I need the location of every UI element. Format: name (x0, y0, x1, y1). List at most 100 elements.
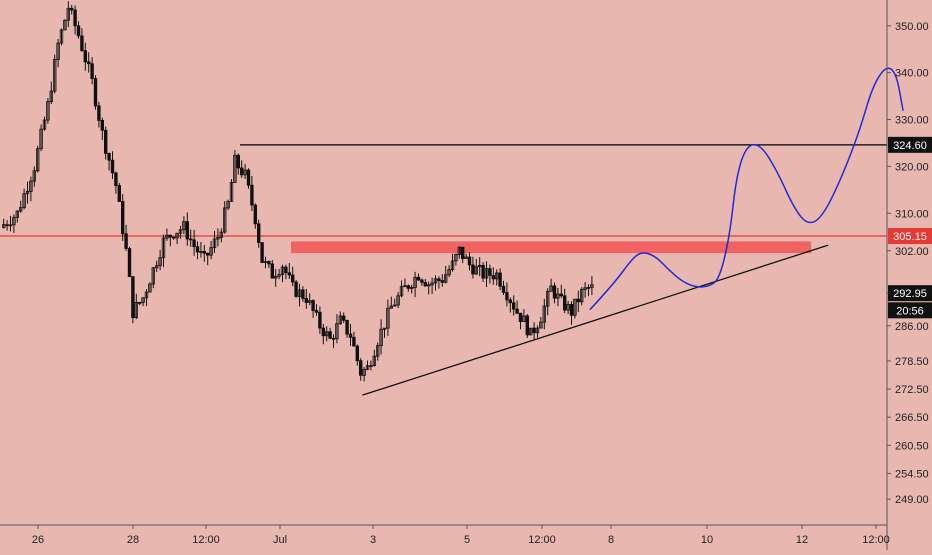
candle (233, 149, 237, 183)
candle (175, 232, 179, 245)
candle (66, 1, 70, 27)
candle-body (229, 182, 234, 202)
candle-body (392, 304, 397, 307)
candle (488, 264, 492, 284)
candle (481, 262, 485, 283)
candle-body (508, 299, 512, 304)
candle (297, 283, 302, 307)
candle (515, 300, 519, 315)
candle (369, 360, 373, 371)
candle-body (416, 276, 421, 281)
candle-body (182, 221, 186, 231)
candle-body (158, 257, 162, 267)
candle-body (273, 275, 278, 279)
candle (321, 324, 325, 345)
candle (32, 166, 36, 187)
candle-body (426, 284, 431, 287)
candle-body (389, 305, 393, 309)
candle-body (137, 301, 142, 304)
y-tick-label: 272.50 (895, 384, 929, 396)
candle-body (474, 266, 478, 275)
candle-body (304, 298, 308, 303)
candle-body (522, 315, 526, 322)
candle-body (573, 298, 577, 316)
candle (46, 98, 50, 124)
candle-body (494, 272, 499, 280)
x-tick-label: 10 (701, 534, 713, 546)
candle-body (141, 297, 145, 303)
candle (471, 256, 475, 279)
y-tick-label: 350.00 (895, 21, 929, 33)
candle (8, 215, 13, 232)
candle (2, 218, 6, 229)
y-tick-label: 330.00 (895, 115, 929, 127)
candle-body (403, 285, 407, 288)
candle-body (144, 291, 149, 299)
candle (399, 280, 404, 298)
candle-body (307, 300, 312, 303)
candle-body (154, 265, 159, 269)
candle-body (260, 242, 264, 263)
candle-body (512, 302, 516, 310)
candle (117, 182, 121, 202)
candle (168, 234, 172, 247)
candle-body (161, 237, 166, 259)
candle (362, 367, 366, 382)
candle (525, 314, 529, 338)
candle-body (80, 35, 84, 51)
candle (539, 317, 543, 329)
candle-body (284, 266, 288, 274)
candle-body (226, 201, 230, 209)
candle (137, 301, 142, 306)
candle (447, 265, 451, 278)
price-tag-bg (888, 228, 932, 245)
candle (253, 203, 257, 229)
candle (134, 293, 138, 320)
candle (355, 344, 359, 366)
candle (260, 242, 264, 264)
candle (290, 266, 295, 287)
candle-body (318, 311, 322, 329)
candle (301, 286, 305, 302)
candle (202, 244, 206, 262)
candle (246, 168, 251, 189)
candle-body (566, 304, 570, 311)
candle (185, 212, 189, 246)
candle-body (457, 246, 461, 256)
candle (239, 160, 244, 179)
candle (56, 38, 60, 68)
candle-body (569, 304, 574, 316)
candle (529, 327, 533, 336)
candle (73, 5, 77, 35)
candle (280, 264, 285, 283)
candle-body (413, 276, 417, 288)
resistance-zone-layer (291, 241, 812, 254)
candle (403, 278, 407, 288)
candle (348, 323, 353, 346)
candle (158, 249, 162, 271)
candle (358, 358, 363, 381)
candle (141, 297, 145, 307)
candle (49, 81, 53, 105)
candle-body (297, 289, 302, 297)
candle-body (195, 246, 200, 253)
candle-body (501, 285, 506, 293)
candle (379, 319, 383, 355)
candle-body (93, 78, 98, 107)
candle-body (185, 221, 189, 240)
candle-body (365, 365, 370, 370)
resistance-zone (291, 241, 812, 254)
candle-body (131, 276, 135, 318)
candle-body (199, 251, 203, 253)
candle (236, 153, 240, 175)
candle (382, 327, 387, 338)
candle (365, 360, 370, 371)
candle (318, 306, 322, 334)
candle-body (542, 305, 546, 323)
candle (457, 246, 461, 259)
price-tag-bg (888, 285, 932, 302)
